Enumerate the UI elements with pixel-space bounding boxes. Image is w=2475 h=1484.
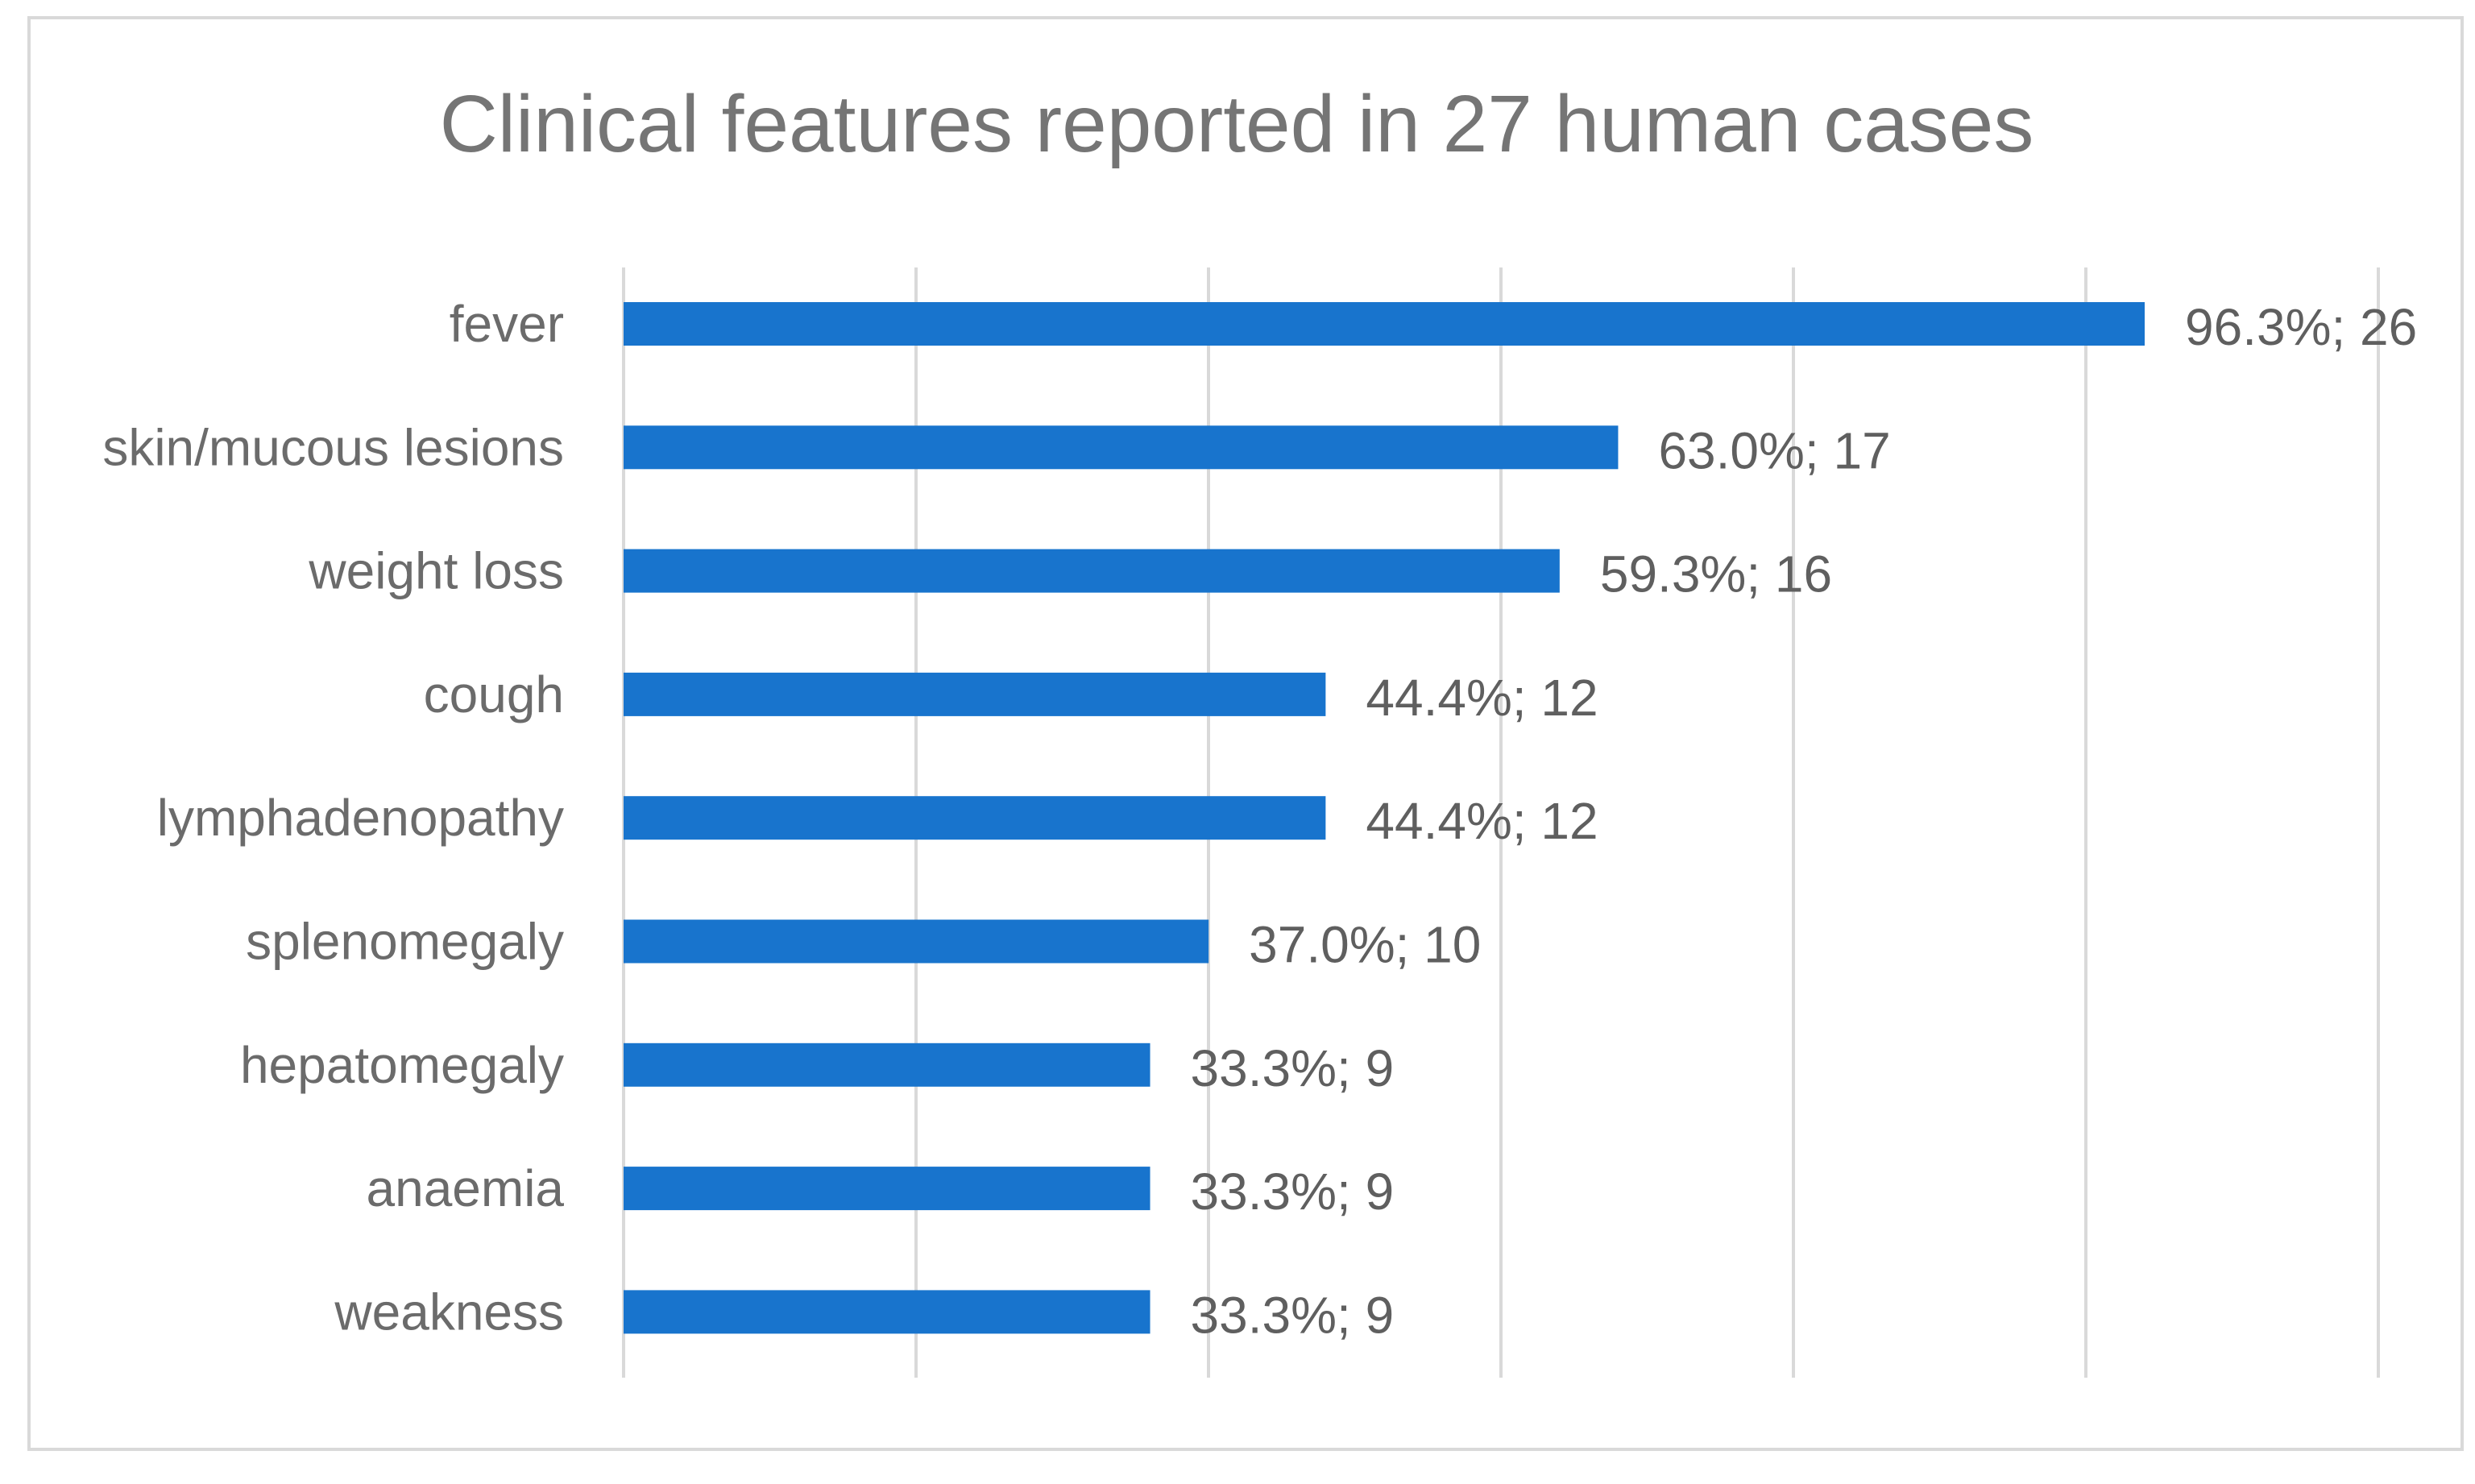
category-label: hepatomegaly [240, 1036, 564, 1094]
category-label: weight loss [308, 542, 564, 600]
bar-hepatomegaly [624, 1043, 1150, 1087]
bar-lymphadenopathy [624, 796, 1326, 840]
category-label: lymphadenopathy [157, 789, 564, 847]
data-label: 37.0%; 10 [1249, 916, 1481, 974]
category-label: weakness [334, 1283, 564, 1341]
data-label: 44.4%; 12 [1366, 792, 1598, 850]
data-label: 63.0%; 17 [1658, 421, 1890, 479]
bar-anaemia [624, 1167, 1150, 1211]
bars [624, 302, 2145, 1334]
data-label: 33.3%; 9 [1191, 1039, 1395, 1097]
data-label: 33.3%; 9 [1191, 1163, 1395, 1221]
bar-weakness [624, 1290, 1150, 1334]
data-label: 33.3%; 9 [1191, 1286, 1395, 1344]
category-label: anaemia [367, 1159, 565, 1217]
data-label: 44.4%; 12 [1366, 669, 1598, 727]
chart-frame [27, 16, 2464, 1451]
data-label: 59.3%; 16 [1600, 545, 1832, 603]
category-label: skin/mucous lesions [102, 418, 564, 476]
category-labels: fever skin/mucous lesions weight loss cough… [102, 295, 564, 1341]
bar-fever [624, 302, 2145, 346]
bar-weight-loss [624, 549, 1560, 593]
bar-splenomegaly [624, 919, 1209, 964]
bar-cough [624, 672, 1326, 716]
data-label: 96.3%; 26 [2185, 298, 2417, 356]
category-label: splenomegaly [246, 913, 564, 971]
category-label: cough [424, 665, 564, 723]
chart-title: Clinical features reported in 27 human c… [440, 79, 2034, 169]
category-label: fever [450, 295, 564, 353]
bar-skin-mucous-lesions [624, 425, 1619, 470]
data-labels: 96.3%; 26 63.0%; 17 59.3%; 16 44.4%; 12 44.4… [1191, 298, 2418, 1344]
